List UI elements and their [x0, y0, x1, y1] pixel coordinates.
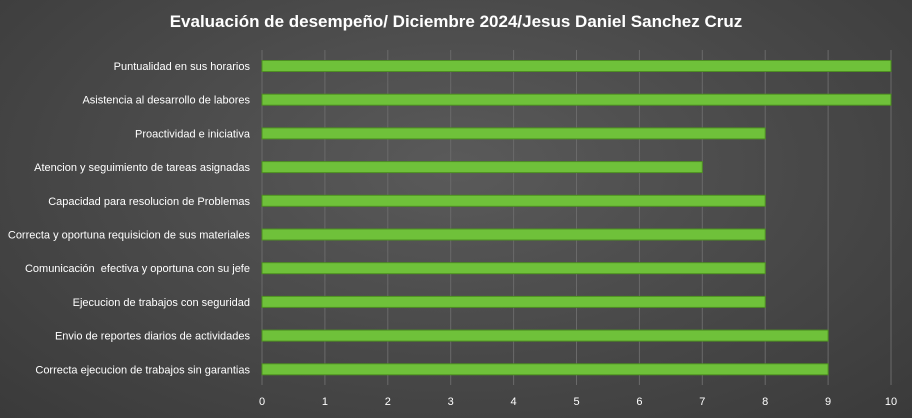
bar: [261, 262, 766, 275]
x-tick-label: 2: [385, 396, 391, 408]
chart-title: Evaluación de desempeño/ Diciembre 2024/…: [170, 12, 743, 31]
x-tick-label: 3: [448, 396, 454, 408]
category-label: Puntualidad en sus horarios: [114, 61, 251, 73]
category-label: Correcta ejecucion de trabajos sin garan…: [35, 364, 250, 376]
x-tick-label: 10: [885, 396, 897, 408]
x-tick-label: 8: [762, 396, 768, 408]
category-label: Correcta y oportuna requisicion de sus m…: [8, 230, 251, 242]
bar: [261, 329, 829, 342]
bar: [261, 363, 829, 376]
bars: [261, 60, 892, 376]
x-tick-label: 1: [322, 396, 328, 408]
category-label: Comunicación efectiva y oportuna con su …: [25, 263, 250, 275]
x-tick-label: 9: [825, 396, 831, 408]
x-tick-label: 4: [511, 396, 517, 408]
x-axis-ticks: 0 1 2 3 4 5 6 7 8 9 10: [259, 396, 897, 408]
category-label: Asistencia al desarrollo de labores: [82, 95, 250, 107]
category-label: Atencion y seguimiento de tareas asignad…: [34, 162, 250, 174]
category-label: Proactividad e iniciativa: [135, 128, 251, 140]
x-tick-label: 0: [259, 396, 265, 408]
bar: [261, 161, 703, 174]
gridlines: [261, 50, 892, 385]
category-label: Envio de reportes diarios de actividades: [55, 331, 251, 343]
category-label: Ejecucion de trabajos con seguridad: [73, 297, 250, 309]
bar: [261, 93, 892, 106]
x-tick-label: 6: [636, 396, 642, 408]
bar: [261, 60, 892, 72]
bar: [261, 194, 766, 207]
x-tick-label: 5: [573, 396, 579, 408]
category-label: Capacidad para resolucion de Problemas: [48, 196, 250, 208]
bar: [261, 228, 766, 241]
bar: [261, 295, 766, 308]
bar: [261, 127, 766, 140]
x-tick-label: 7: [699, 396, 705, 408]
category-labels: Puntualidad en sus horarios Asistencia al…: [8, 61, 251, 376]
